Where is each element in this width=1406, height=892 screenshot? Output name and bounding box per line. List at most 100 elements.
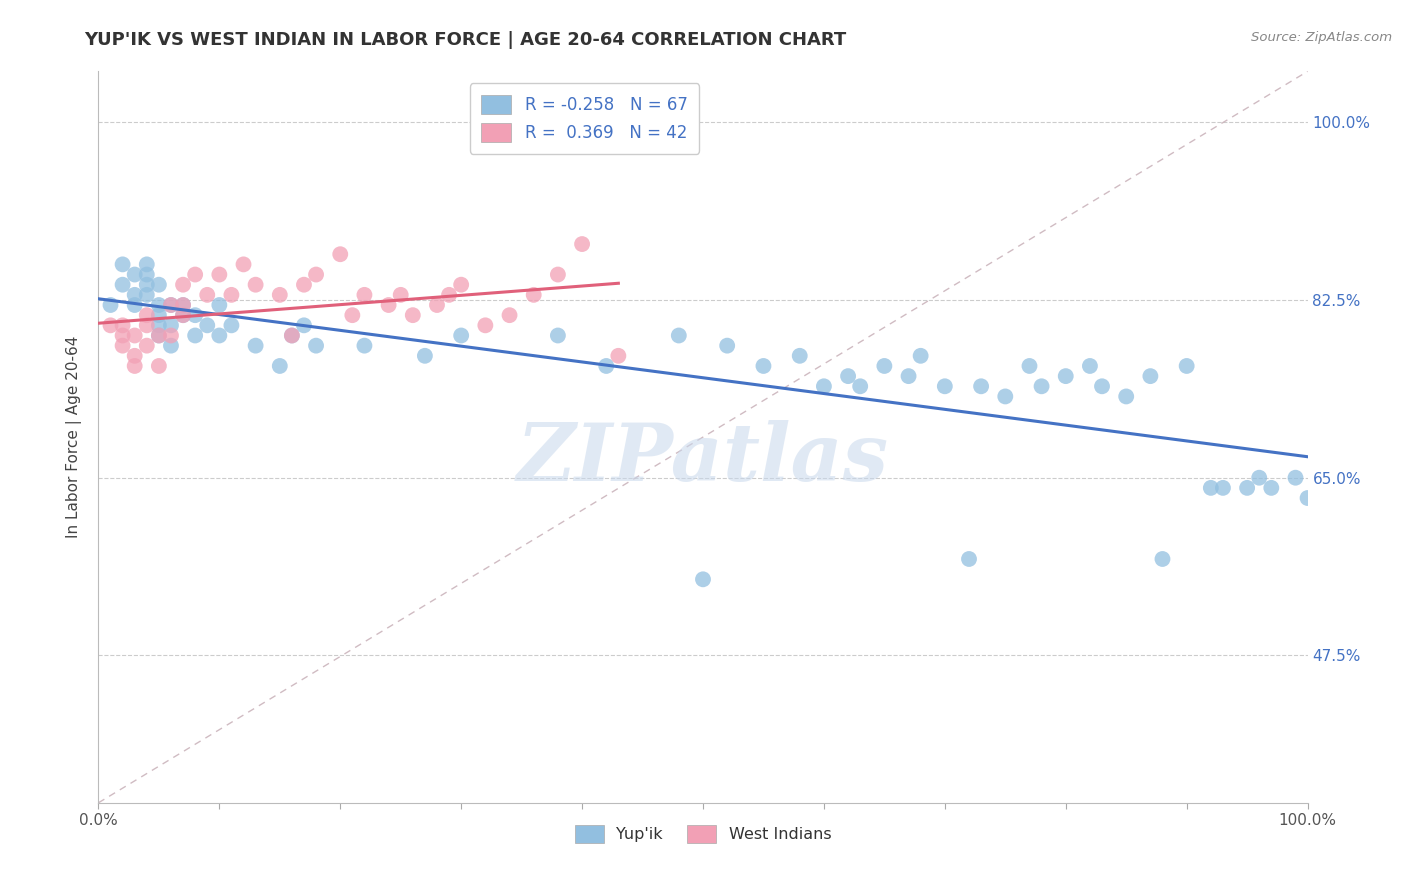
Point [692,572,714,586]
Point [100,318,122,333]
Point [135,318,157,333]
Point [329,247,352,261]
Point [100,298,122,312]
Point [124,288,146,302]
Point [269,359,291,373]
Point [389,288,412,302]
Point [172,298,194,312]
Point [292,318,315,333]
Point [1249,471,1271,485]
Point [111,318,134,333]
Point [148,328,170,343]
Point [402,308,425,322]
Point [474,318,496,333]
Point [547,328,569,343]
Point [595,359,617,373]
Point [232,257,254,271]
Point [111,257,134,271]
Point [1018,359,1040,373]
Point [413,349,436,363]
Point [221,318,243,333]
Point [450,328,472,343]
Point [426,298,449,312]
Point [523,288,546,302]
Point [1115,389,1137,403]
Point [292,277,315,292]
Point [245,338,267,352]
Point [1199,481,1222,495]
Point [124,328,146,343]
Point [281,328,304,343]
Point [1139,369,1161,384]
Point [124,268,146,282]
Point [1152,552,1174,566]
Point [172,277,194,292]
Point [1284,471,1306,485]
Point [668,328,690,343]
Point [184,328,207,343]
Point [135,288,157,302]
Point [1091,379,1114,393]
Point [245,277,267,292]
Point [1260,481,1282,495]
Point [208,268,231,282]
Point [135,257,157,271]
Point [873,359,896,373]
Point [160,298,183,312]
Point [970,379,993,393]
Point [498,308,520,322]
Point [353,338,375,352]
Point [281,328,304,343]
Point [789,349,811,363]
Point [172,298,194,312]
Point [148,277,170,292]
Point [160,298,183,312]
Point [377,298,399,312]
Point [571,237,593,252]
Point [849,379,872,393]
Point [148,308,170,322]
Point [148,318,170,333]
Point [111,328,134,343]
Point [547,268,569,282]
Text: ZIPatlas: ZIPatlas [517,420,889,498]
Point [124,349,146,363]
Point [135,338,157,352]
Y-axis label: In Labor Force | Age 20-64: In Labor Force | Age 20-64 [66,336,83,538]
Point [172,308,194,322]
Point [148,359,170,373]
Legend: Yup'ik, West Indians: Yup'ik, West Indians [568,819,838,850]
Point [184,268,207,282]
Point [305,338,328,352]
Point [111,338,134,352]
Point [135,277,157,292]
Point [135,308,157,322]
Point [1078,359,1101,373]
Point [148,298,170,312]
Point [172,308,194,322]
Point [160,328,183,343]
Point [716,338,738,352]
Point [160,318,183,333]
Point [305,268,328,282]
Point [208,298,231,312]
Point [1212,481,1234,495]
Point [342,308,364,322]
Text: Source: ZipAtlas.com: Source: ZipAtlas.com [1251,31,1392,45]
Text: YUP'IK VS WEST INDIAN IN LABOR FORCE | AGE 20-64 CORRELATION CHART: YUP'IK VS WEST INDIAN IN LABOR FORCE | A… [84,31,846,49]
Point [195,318,218,333]
Point [752,359,775,373]
Point [1054,369,1077,384]
Point [160,338,183,352]
Point [813,379,835,393]
Point [124,298,146,312]
Point [1296,491,1319,505]
Point [269,288,291,302]
Point [353,288,375,302]
Point [1175,359,1198,373]
Point [897,369,920,384]
Point [195,288,218,302]
Point [184,308,207,322]
Point [1236,481,1258,495]
Point [124,359,146,373]
